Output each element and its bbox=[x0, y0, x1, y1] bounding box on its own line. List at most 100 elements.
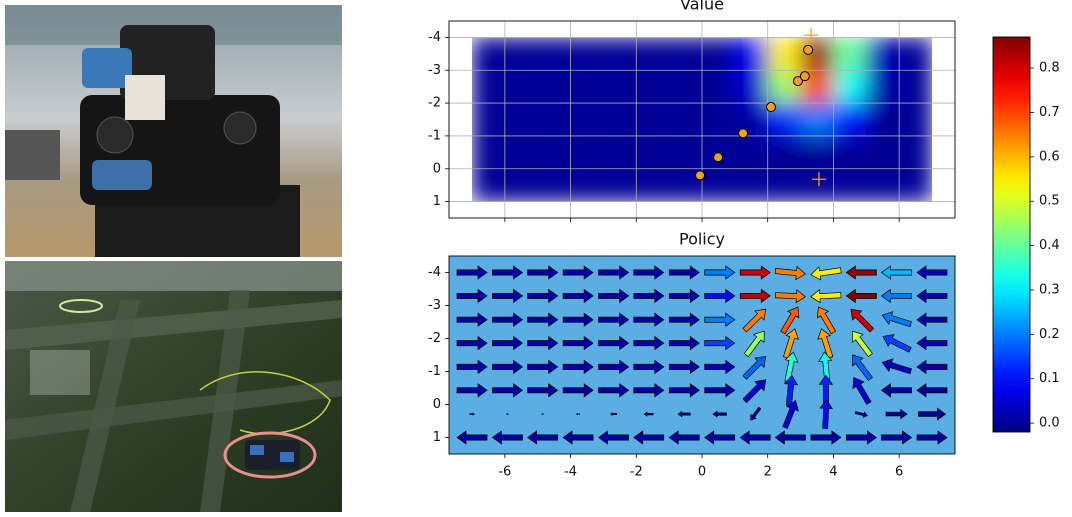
heatmap-cell bbox=[800, 135, 834, 170]
policy-arrow bbox=[669, 289, 699, 302]
policy-arrow bbox=[880, 331, 913, 356]
policy-arrow bbox=[848, 374, 874, 406]
policy-arrow bbox=[669, 384, 699, 397]
policy-arrow bbox=[457, 266, 487, 279]
heatmap-cell bbox=[669, 70, 703, 104]
policy-arrow bbox=[705, 337, 735, 350]
trajectory-point bbox=[792, 76, 803, 87]
photo-robot-bin bbox=[82, 48, 132, 88]
colorbar-tick-label: 0.6 bbox=[1039, 149, 1060, 164]
policy-arrow bbox=[705, 384, 735, 397]
trajectory-point bbox=[803, 44, 814, 55]
policy-arrow bbox=[705, 431, 735, 444]
trajectory-point bbox=[766, 102, 776, 113]
heatmap-cell bbox=[472, 168, 506, 203]
heatmap-cell bbox=[833, 70, 867, 104]
policy-arrow bbox=[528, 266, 558, 279]
policy-arrow bbox=[782, 375, 798, 406]
colorbar-tick-label: 0.4 bbox=[1039, 238, 1060, 253]
policy-arrow bbox=[563, 337, 593, 350]
y-tick-label: -2 bbox=[428, 96, 441, 111]
policy-arrow bbox=[811, 431, 841, 444]
heatmap-cell bbox=[570, 135, 604, 170]
policy-arrow bbox=[492, 360, 522, 373]
x-tick-label: 6 bbox=[895, 465, 903, 480]
policy-arrow bbox=[740, 289, 770, 302]
policy-arrow bbox=[917, 384, 947, 397]
policy-arrow bbox=[740, 375, 770, 405]
policy-arrow bbox=[457, 360, 487, 373]
y-tick-label: -1 bbox=[428, 364, 441, 379]
photo-thruster bbox=[96, 116, 134, 154]
policy-arrow bbox=[563, 431, 593, 444]
policy-arrow bbox=[634, 313, 664, 326]
policy-arrow bbox=[917, 360, 947, 373]
heatmap-cell bbox=[899, 168, 933, 203]
photo-robot-bin bbox=[280, 452, 294, 462]
heatmap-cell bbox=[899, 37, 933, 71]
policy-arrow bbox=[669, 337, 699, 350]
policy-arrow bbox=[705, 289, 735, 302]
policy-arrow bbox=[780, 327, 801, 359]
policy-arrow bbox=[846, 305, 876, 335]
policy-arrow bbox=[917, 289, 947, 302]
photo-beam bbox=[200, 290, 250, 512]
y-tick-label: -4 bbox=[428, 30, 441, 45]
policy-arrow bbox=[563, 266, 593, 279]
chart-title: Value bbox=[680, 0, 724, 14]
policy-arrow bbox=[669, 431, 699, 444]
policy-arrow bbox=[882, 384, 912, 397]
plot-area bbox=[449, 256, 955, 454]
heatmap-cell bbox=[570, 70, 604, 104]
heatmap-cell bbox=[866, 135, 900, 170]
y-tick-label: 0 bbox=[433, 397, 441, 412]
heatmap-cell bbox=[504, 70, 539, 104]
policy-arrow bbox=[492, 337, 522, 350]
policy-arrow bbox=[563, 289, 593, 302]
y-tick-label: 0 bbox=[433, 161, 441, 176]
policy-arrow bbox=[563, 384, 593, 397]
heatmap-cell bbox=[702, 168, 736, 203]
heatmap-cell bbox=[603, 70, 637, 104]
policy-arrow bbox=[634, 266, 664, 279]
colorbar-tick-label: 0.0 bbox=[1039, 416, 1060, 431]
heatmap-cell bbox=[603, 168, 637, 203]
policy-arrow bbox=[528, 384, 558, 397]
policy-arrow bbox=[917, 313, 947, 326]
policy-arrow bbox=[811, 289, 842, 304]
policy-arrow bbox=[882, 431, 912, 444]
policy-arrow bbox=[818, 351, 834, 382]
policy-arrow bbox=[644, 412, 653, 416]
policy-arrow bbox=[669, 313, 699, 326]
heatmap-cell bbox=[800, 103, 834, 137]
heatmap-cell bbox=[603, 135, 637, 170]
heatmap-cell bbox=[767, 168, 802, 203]
policy-arrow bbox=[846, 431, 876, 444]
policy-arrow bbox=[740, 352, 770, 382]
policy-arrow bbox=[705, 313, 735, 326]
heatmap-cell bbox=[636, 70, 670, 104]
policy-arrow bbox=[563, 360, 593, 373]
heatmap-cell bbox=[472, 103, 506, 137]
heatmap-cell bbox=[702, 70, 736, 104]
policy-arrow bbox=[917, 266, 947, 279]
trajectory-point bbox=[713, 152, 724, 163]
heatmap-cell bbox=[669, 135, 703, 170]
policy-arrow bbox=[740, 305, 770, 335]
policy-arrow bbox=[775, 431, 805, 444]
policy-arrow bbox=[492, 384, 522, 397]
policy-arrow bbox=[705, 266, 735, 279]
policy-arrow bbox=[669, 360, 699, 373]
policy-arrow bbox=[819, 399, 833, 428]
policy-arrow bbox=[457, 431, 487, 444]
y-tick-label: 1 bbox=[433, 430, 441, 445]
heatmap-cell bbox=[504, 103, 539, 137]
heatmap-cell bbox=[800, 168, 834, 203]
x-tick-label: 0 bbox=[698, 465, 706, 480]
policy-arrow bbox=[740, 431, 770, 444]
policy-arrow bbox=[886, 410, 907, 419]
heatmap bbox=[472, 37, 933, 203]
heatmap-cell bbox=[734, 135, 769, 170]
y-tick-label: -3 bbox=[428, 63, 441, 78]
heatmap-cell bbox=[767, 37, 802, 71]
